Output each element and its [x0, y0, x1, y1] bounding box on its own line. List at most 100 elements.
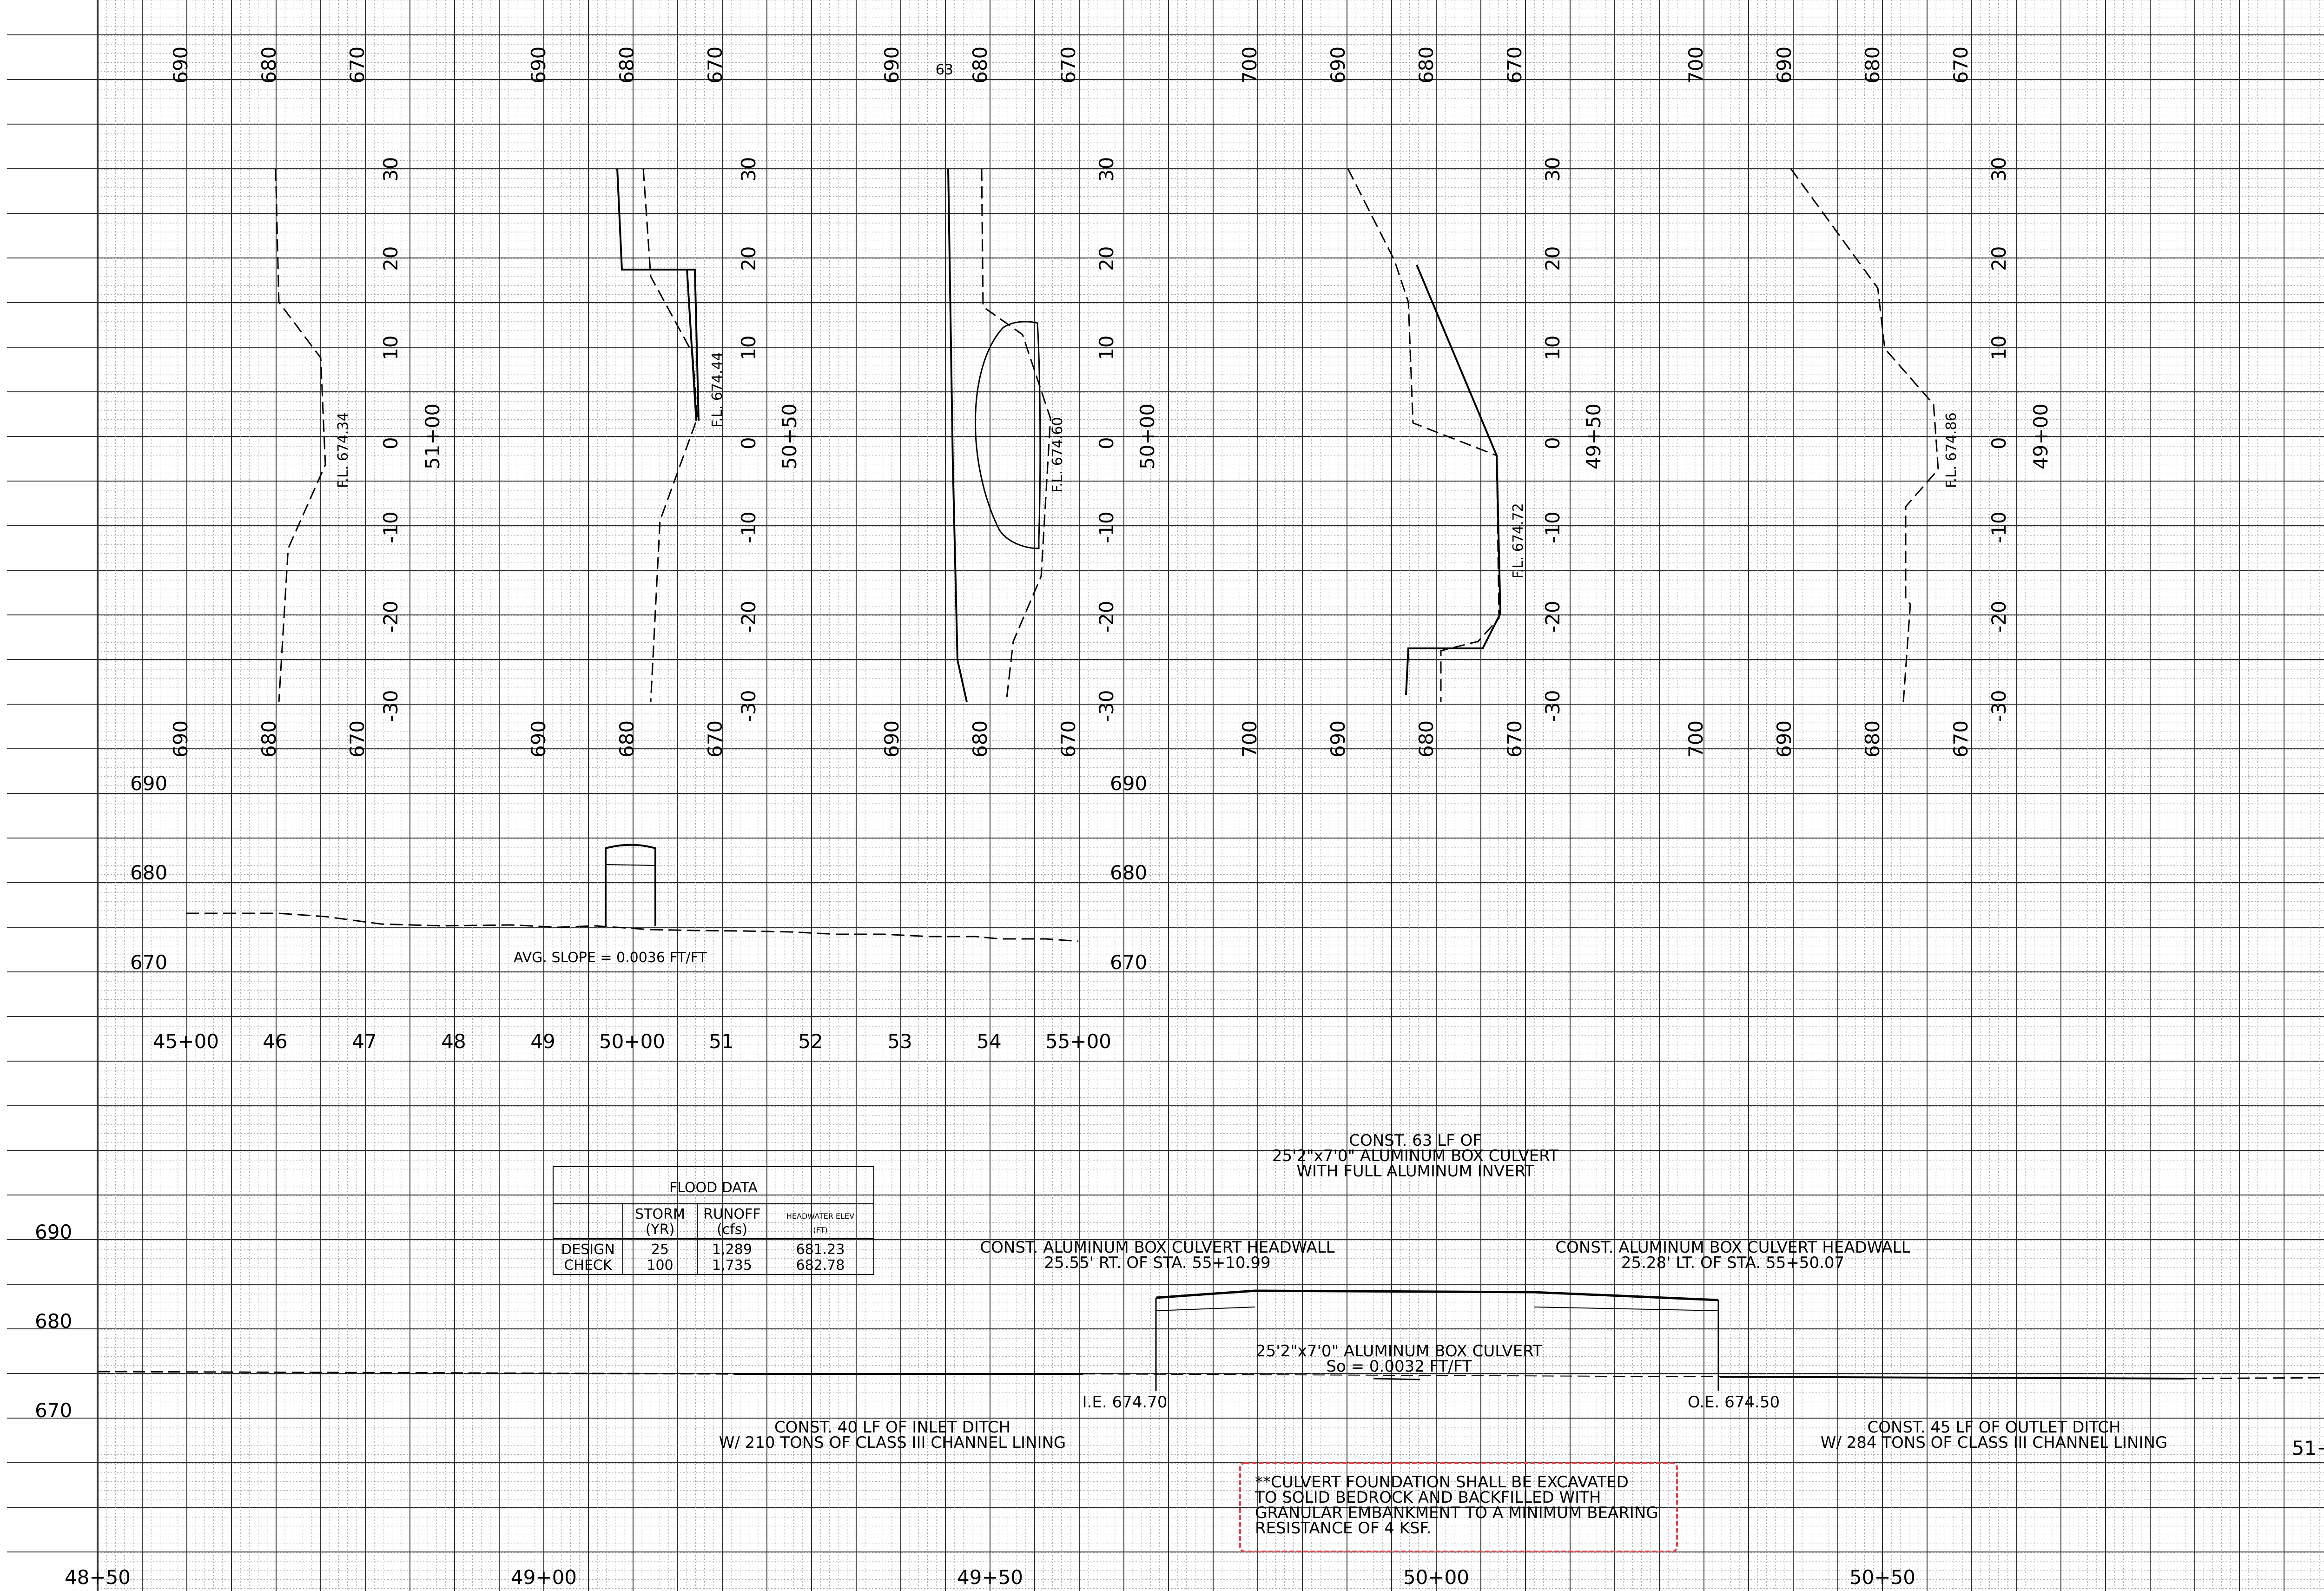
offset-label-s1-5: -20 — [379, 601, 402, 633]
xs2-bot-670: 670 — [704, 720, 726, 758]
offset-label-s4-3: 0 — [1541, 437, 1564, 449]
offset-label-s2-4: -10 — [737, 511, 760, 543]
culvert-note-line3: WITH FULL ALUMINUM INVERT — [1296, 1162, 1534, 1181]
flood-hdr-yr: (YR) — [646, 1221, 675, 1238]
xs4-channel-line — [1405, 264, 1502, 695]
stream-ground-line — [186, 912, 1079, 942]
xs5-bot-700: 700 — [1684, 720, 1707, 758]
xs3-fl: F.L. 674.60 — [1050, 417, 1066, 493]
profile-elev-670: 670 — [35, 1399, 72, 1422]
offset-label-s3-5: -20 — [1095, 601, 1118, 633]
hw-right-line1: CONST. ALUMINUM BOX CULVERT HEADWALL — [1555, 1238, 1910, 1257]
offset-label-s2-1: 20 — [737, 246, 760, 271]
culvert-label-line1: 25'2"x7'0" ALUMINUM BOX CULVERT — [1256, 1342, 1542, 1360]
xs4-bot-700: 700 — [1238, 720, 1261, 758]
offset-label-s1-2: 10 — [379, 336, 402, 360]
xs5-top-680: 680 — [1861, 46, 1884, 84]
flood-row-check: CHECK — [564, 1257, 612, 1274]
xs4-top-680: 680 — [1415, 46, 1438, 84]
hw-right-line2: 25.28' LT. OF STA. 55+50.07 — [1621, 1254, 1844, 1272]
hw-left-line2: 25.55' RT. OF STA. 55+10.99 — [1044, 1254, 1270, 1272]
xs3-culvert-section — [975, 321, 1041, 549]
xs3-ground-line — [981, 168, 1051, 702]
offset-label-s1-1: 20 — [379, 246, 402, 271]
offset-label-s3-4: -10 — [1095, 511, 1118, 543]
culvert-label-line2: So = 0.0032 FT/FT — [1326, 1357, 1472, 1376]
flood-hdr-storm: STORM — [635, 1206, 685, 1222]
xs1-fl: F.L. 674.34 — [335, 412, 351, 488]
flood-title: FLOOD DATA — [669, 1180, 758, 1196]
xs4-top-670: 670 — [1503, 46, 1526, 84]
xs2-top-670: 670 — [704, 46, 726, 84]
foundation-note-line4: RESISTANCE OF 4 KSF. — [1255, 1519, 1432, 1538]
xs2-bot-680: 680 — [615, 720, 638, 758]
xs5-station: 49+00 — [2029, 403, 2052, 469]
xs2-bot-690: 690 — [527, 720, 550, 758]
profile-station-1: 49+00 — [511, 1566, 577, 1589]
profile-culvert-invert — [1083, 1373, 1720, 1377]
xs5-bot-670: 670 — [1949, 720, 1972, 758]
xs2-fl: F.L. 674.44 — [709, 352, 726, 428]
profile-station-labels: 48+50 49+00 49+50 50+00 50+50 51+ — [65, 1437, 2324, 1589]
flood-hdr-ft: (FT) — [813, 1226, 827, 1235]
offset-label-s5-4: -10 — [1987, 511, 2010, 543]
stream-elev-670-r: 670 — [1110, 951, 1147, 974]
flood-design-storm: 25 — [651, 1241, 669, 1258]
flood-design-hw: 681.23 — [796, 1241, 845, 1258]
xs5-fl: F.L. 674.86 — [1943, 412, 1960, 488]
foundation-note-line3: GRANULAR EMBANKMENT TO A MINIMUM BEARING — [1255, 1504, 1658, 1522]
stream-station-7: 52 — [798, 1030, 823, 1053]
xs5-ground-line — [1790, 168, 1939, 702]
foundation-note-line1: **CULVERT FOUNDATION SHALL BE EXCAVATED — [1255, 1473, 1629, 1492]
hw-left-line1: CONST. ALUMINUM BOX CULVERT HEADWALL — [980, 1238, 1334, 1257]
offset-label-s5-1: 20 — [1987, 246, 2010, 271]
xs3-bot-670: 670 — [1057, 720, 1080, 758]
flood-design-runoff: 1,289 — [712, 1241, 752, 1258]
cross-section-ground-lines — [275, 168, 1939, 702]
xs3-top-670: 670 — [1057, 46, 1080, 84]
culvert-note-line2: 25'2"x7'0" ALUMINUM BOX CULVERT — [1272, 1147, 1558, 1165]
xs2-ground-line — [642, 168, 698, 702]
xs3-bot-690: 690 — [880, 720, 903, 758]
stream-station-1: 46 — [263, 1030, 287, 1053]
xs4-ground-line — [1347, 168, 1500, 702]
inlet-ditch-line2: W/ 210 TONS OF CLASS III CHANNEL LINING — [719, 1433, 1066, 1452]
foundation-note-box — [1239, 1462, 1678, 1552]
xs1-top-670: 670 — [346, 46, 369, 84]
offset-label-s1-3: 0 — [379, 437, 402, 449]
offset-label-s3-3: 0 — [1095, 437, 1118, 449]
stream-profile: 690 680 670 690 680 670 45+00 46 47 48 49 50+… — [130, 772, 1147, 1053]
xs4-bot-690: 690 — [1327, 720, 1349, 758]
stream-elev-670: 670 — [130, 951, 167, 974]
xs5-top-700: 700 — [1684, 46, 1707, 84]
stream-station-2: 47 — [352, 1030, 376, 1053]
xs4-top-700: 700 — [1238, 46, 1261, 84]
flood-row-design: DESIGN — [561, 1241, 615, 1258]
foundation-note-line2: TO SOLID BEDROCK AND BACKFILLED WITH — [1254, 1488, 1601, 1507]
xs4-top-690: 690 — [1327, 46, 1349, 84]
stream-elev-680-r: 680 — [1110, 861, 1147, 884]
offset-label-s4-6: -30 — [1541, 690, 1564, 722]
offset-label-s5-3: 0 — [1987, 437, 2010, 449]
profile-elev-690: 690 — [35, 1221, 72, 1243]
offset-label-s2-5: -20 — [737, 601, 760, 633]
offset-label-s4-0: 30 — [1541, 157, 1564, 182]
grid — [7, 0, 2324, 1591]
xs1-bot-680: 680 — [257, 720, 280, 758]
sheet-number: 63 — [936, 62, 953, 78]
offset-label-s2-2: 10 — [737, 336, 760, 360]
xs5-bot-690: 690 — [1773, 720, 1796, 758]
xs3-top-680: 680 — [969, 46, 991, 84]
xs1-top-680: 680 — [257, 46, 280, 84]
stream-station-0: 45+00 — [153, 1030, 219, 1053]
outlet-elevation: O.E. 674.50 — [1688, 1393, 1780, 1412]
stream-station-6: 51 — [709, 1030, 733, 1053]
offset-label-s2-3: 0 — [737, 437, 760, 449]
flow-arrow — [1373, 1378, 1420, 1380]
xs1-bot-670: 670 — [346, 720, 369, 758]
xs2-station: 50+50 — [778, 403, 801, 469]
xs1-top-690: 690 — [169, 46, 192, 84]
xs3-channel-line — [947, 168, 968, 702]
